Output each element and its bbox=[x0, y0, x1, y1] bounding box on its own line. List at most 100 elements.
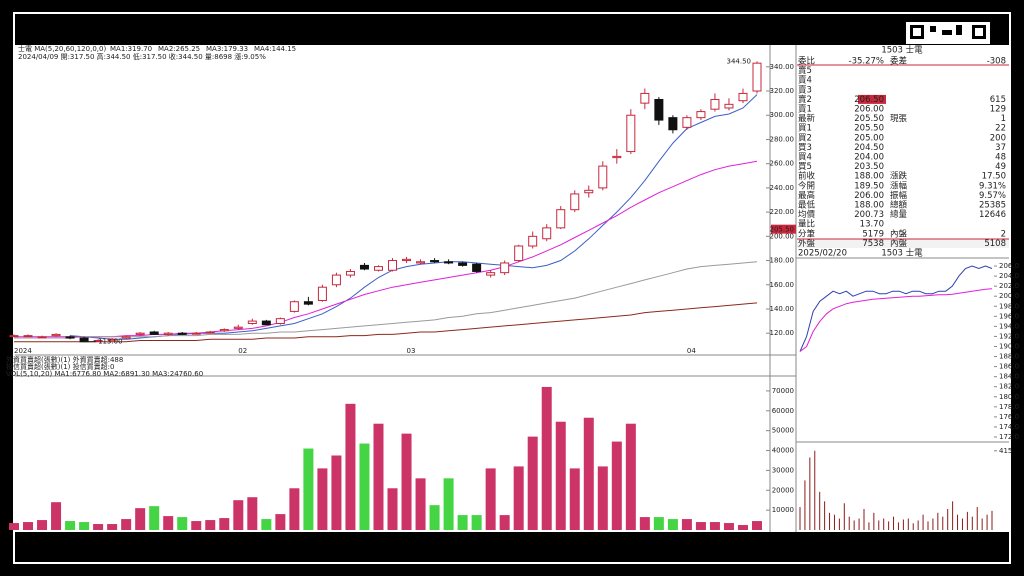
quote-value: 12646 bbox=[979, 210, 1006, 220]
volume-bar bbox=[709, 522, 720, 530]
quote-label: 賣5 bbox=[798, 65, 812, 76]
volume-bar bbox=[37, 520, 48, 530]
y-tick-label: 194.0 bbox=[999, 322, 1019, 330]
y-tick-label: 202.0 bbox=[999, 282, 1019, 290]
volume-bar bbox=[387, 488, 398, 530]
y-tick-label: 196.0 bbox=[999, 312, 1019, 320]
quote-value: 22 bbox=[995, 124, 1006, 134]
quote-footer: 1503 士電 bbox=[881, 248, 923, 259]
y-tick-label: 188.0 bbox=[999, 353, 1019, 361]
candle-body bbox=[359, 264, 369, 270]
indicator-legend: 投信買賣超(張數)(1) 投信買賣超:0 bbox=[6, 362, 114, 371]
ask-highlight bbox=[858, 94, 886, 104]
quote-label2: 總量 bbox=[890, 209, 908, 220]
legend-entry: MA4:144.15 bbox=[254, 45, 296, 53]
candle-body bbox=[500, 262, 510, 274]
candle-body bbox=[598, 165, 608, 189]
volume-bar bbox=[695, 522, 706, 530]
y-tick-label: 20000 bbox=[772, 486, 794, 494]
y-tick-label: 186.0 bbox=[999, 363, 1019, 371]
y-tick-label: 260.00 bbox=[770, 160, 795, 168]
volume-bar bbox=[219, 518, 230, 530]
y-tick-label: 140.00 bbox=[770, 305, 795, 313]
quote-value: 9.57% bbox=[979, 191, 1006, 201]
y-tick-label: 160.00 bbox=[770, 281, 795, 289]
quote-label: 買1 bbox=[798, 124, 812, 134]
x-tick-label: 02 bbox=[238, 347, 247, 355]
quote-value: 2 bbox=[1001, 229, 1006, 239]
volume-bar bbox=[555, 421, 566, 530]
candle-body bbox=[51, 333, 61, 337]
candle-body bbox=[37, 336, 47, 339]
price-marker-bg bbox=[771, 224, 796, 234]
quote-value: 5108 bbox=[984, 239, 1006, 249]
quote-price: 206.00 bbox=[854, 191, 884, 201]
candle-body bbox=[514, 245, 524, 262]
quote-price: 7538 bbox=[862, 239, 884, 249]
indicator-legend: VOL(5,10,20) MA1:6776.80 MA2:6891.30 MA3… bbox=[6, 370, 203, 378]
candle-body bbox=[696, 111, 706, 119]
volume-bar bbox=[415, 478, 426, 530]
y-tick-label: 178.0 bbox=[999, 403, 1019, 411]
quote-label: 賣2 bbox=[798, 94, 812, 105]
y-tick-label: 180.0 bbox=[999, 393, 1019, 401]
quote-value: 48 bbox=[995, 153, 1006, 163]
volume-bar bbox=[499, 515, 510, 530]
x-tick-label: 04 bbox=[687, 347, 696, 355]
candle-body bbox=[247, 320, 257, 325]
quote-label: 最高 bbox=[798, 190, 815, 201]
volume-bar bbox=[513, 466, 524, 530]
quote-value: 1 bbox=[1001, 114, 1006, 124]
candle-body bbox=[612, 155, 622, 159]
candle-body bbox=[388, 260, 398, 271]
legend-entry: MA1:319.70 bbox=[110, 45, 152, 53]
candle-body bbox=[486, 272, 496, 276]
volume-bar bbox=[639, 517, 650, 530]
quote-label2: 漲幅 bbox=[890, 180, 908, 191]
y-tick-label: 240.00 bbox=[770, 184, 795, 192]
quote-price: 204.50 bbox=[854, 143, 884, 153]
quote-price: 205.00 bbox=[854, 133, 884, 143]
quote-label: 分筆 bbox=[798, 228, 816, 239]
volume-bar bbox=[107, 524, 118, 530]
volume-bar bbox=[79, 522, 90, 530]
quote-value: 615 bbox=[990, 95, 1006, 105]
y-tick-label: 206.0 bbox=[999, 262, 1019, 270]
candle-body bbox=[570, 193, 580, 211]
y-tick-label: 192.0 bbox=[999, 332, 1019, 340]
y-tick-label: 182.0 bbox=[999, 383, 1019, 391]
candle-body bbox=[430, 260, 440, 263]
candle-body bbox=[205, 331, 215, 334]
quote-label: 賣4 bbox=[798, 75, 812, 86]
y-tick-label: 50000 bbox=[772, 427, 794, 435]
volume-bar bbox=[93, 524, 104, 530]
x-tick-label: 2024 bbox=[14, 347, 32, 355]
volume-bar bbox=[359, 443, 370, 530]
frame-border bbox=[13, 12, 1011, 564]
volume-bar bbox=[9, 523, 19, 530]
candle-body bbox=[219, 329, 229, 332]
volume-bar bbox=[443, 478, 454, 530]
indicator-legend: 外資買賣超(張數)(1) 外資買賣超:488 bbox=[6, 355, 123, 364]
candle-body bbox=[724, 103, 734, 109]
quote-price: 204.00 bbox=[854, 153, 884, 163]
candle-body bbox=[79, 337, 89, 343]
candle-body bbox=[472, 263, 482, 272]
app-area bbox=[15, 45, 1009, 532]
y-tick-label: 30000 bbox=[772, 466, 794, 474]
candle-body bbox=[542, 227, 552, 240]
candle-body bbox=[738, 92, 748, 102]
volume-bar bbox=[681, 519, 692, 530]
volume-bar bbox=[149, 506, 160, 530]
candle-body bbox=[163, 332, 173, 335]
quote-price: 13.70 bbox=[860, 220, 884, 230]
y-tick-label: 204.0 bbox=[999, 272, 1019, 280]
row-bg bbox=[797, 238, 1009, 248]
candle-body bbox=[303, 301, 313, 305]
intraday-line bbox=[799, 265, 993, 352]
quote-label: 委比 bbox=[798, 56, 815, 67]
candle-body bbox=[121, 336, 131, 339]
x-tick-label: 03 bbox=[407, 347, 416, 355]
candle-body bbox=[402, 258, 412, 262]
